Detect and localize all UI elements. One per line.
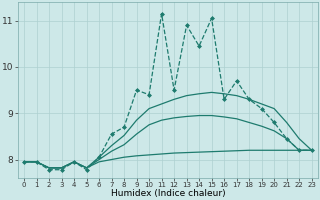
X-axis label: Humidex (Indice chaleur): Humidex (Indice chaleur) [110,189,225,198]
